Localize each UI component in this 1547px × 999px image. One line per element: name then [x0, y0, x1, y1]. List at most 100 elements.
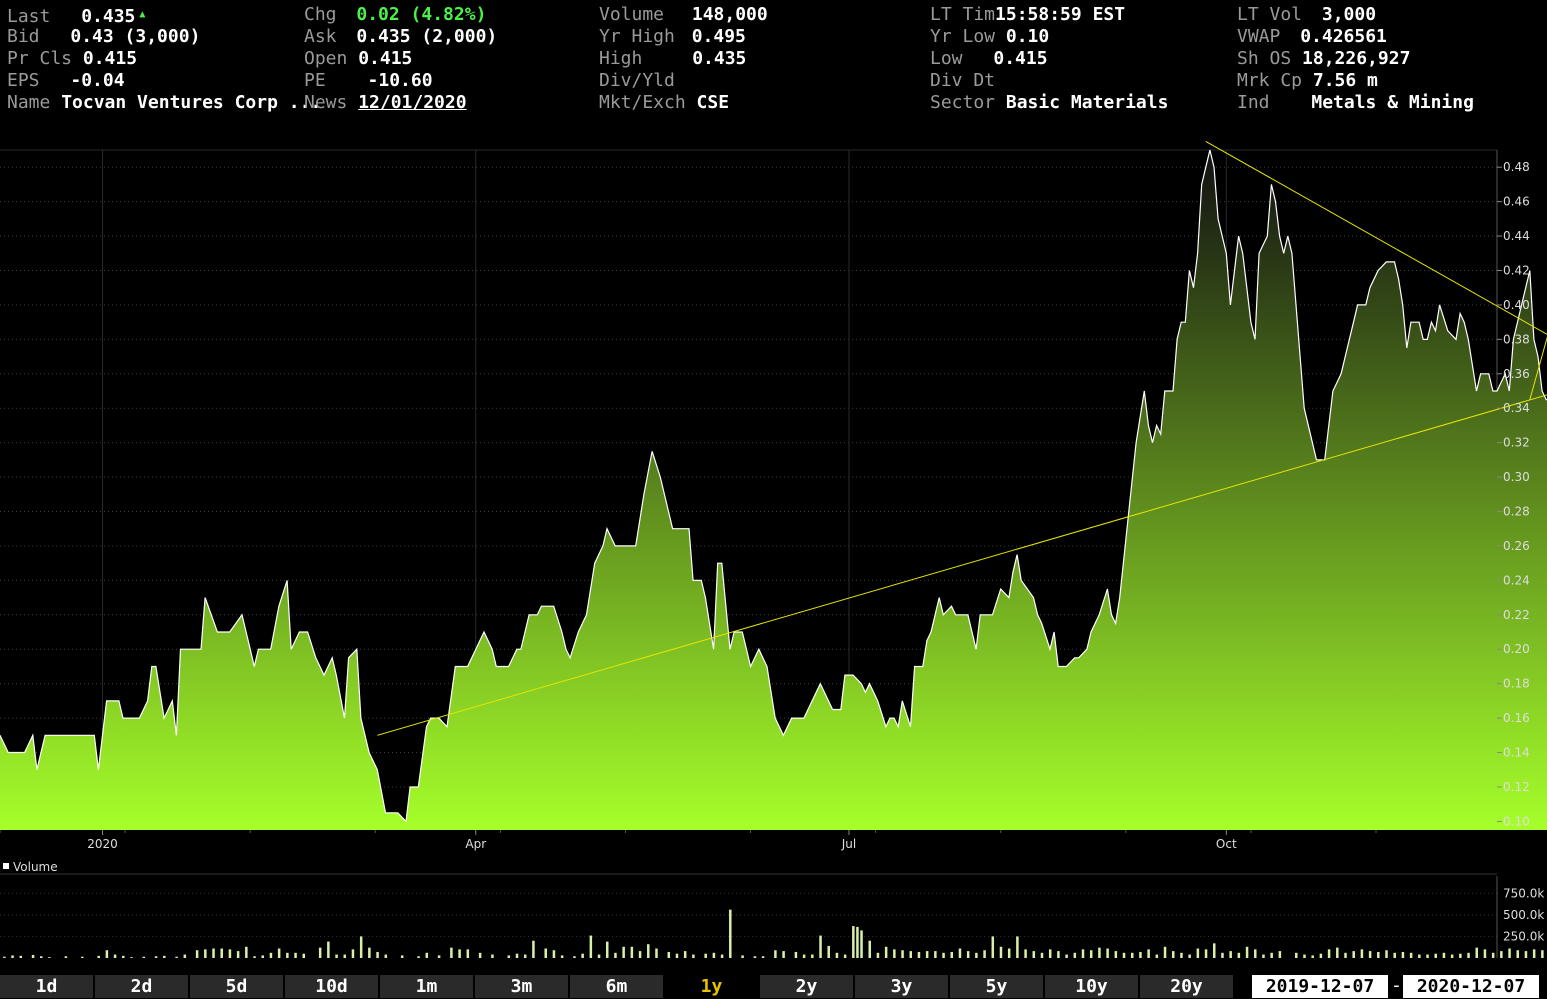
volume-field: Volume 148,000 [599, 4, 768, 26]
volume-bar [581, 953, 584, 958]
range-button-3m[interactable]: 3m [475, 975, 568, 998]
range-button-1y[interactable]: 1y [665, 975, 758, 998]
volume-bar [884, 946, 888, 958]
volume-bar [782, 951, 785, 958]
volume-bar [3, 956, 6, 958]
range-button-5d[interactable]: 5d [190, 975, 283, 998]
volume-bar [400, 955, 404, 958]
volume-bar [942, 952, 945, 958]
volume-bar [893, 949, 896, 958]
high-value: 0.435 [692, 48, 747, 69]
volume-bar [154, 956, 158, 958]
volume-bar [1106, 948, 1109, 958]
range-button-2d[interactable]: 2d [95, 975, 188, 998]
volume-bar [1336, 947, 1339, 958]
volume-bar [335, 954, 338, 958]
pe-value: -10.60 [367, 70, 433, 91]
open-value: 0.415 [358, 48, 413, 69]
ask-label: Ask [304, 26, 337, 47]
volume-bar [1524, 951, 1528, 958]
volume-bar [515, 953, 519, 958]
volume-bar [204, 949, 207, 958]
volume-bar [1500, 951, 1503, 958]
eps-label: EPS [7, 70, 40, 91]
div-yld-field: Div/Yld [599, 70, 675, 92]
y-tick-label: 0.36 [1503, 367, 1530, 381]
range-button-2y[interactable]: 2y [760, 975, 853, 998]
volume-bar [614, 952, 617, 958]
volume-bar [277, 948, 281, 958]
volume-bar [122, 955, 125, 958]
volume-bar [683, 951, 687, 958]
volume-bar [1245, 946, 1249, 958]
volume-bar [1196, 948, 1200, 958]
mrk-cp-field: Mrk Cp 7.56 m [1237, 70, 1378, 92]
y-tick-label: 0.12 [1503, 780, 1530, 794]
volume-tick-label: 250.0k [1503, 929, 1544, 943]
sh-os-label: Sh OS [1237, 48, 1292, 69]
range-button-3y[interactable]: 3y [855, 975, 948, 998]
range-button-5y[interactable]: 5y [950, 975, 1043, 998]
volume-bar [1450, 954, 1454, 958]
y-tick-label: 0.20 [1503, 642, 1530, 656]
volume-bar [1089, 950, 1093, 958]
pr-cls-label: Pr Cls [7, 48, 73, 69]
volume-bar [876, 952, 880, 958]
range-button-10d[interactable]: 10d [285, 975, 378, 998]
volume-bar [302, 953, 306, 958]
volume-bar [1188, 954, 1191, 958]
y-tick-label: 0.40 [1503, 298, 1530, 312]
yr-low-field: Yr Low 0.10 [930, 26, 1049, 48]
price-chart[interactable]: 0.48 0.46 0.44 0.42 0.40 0.38 0.36 0.34 0.32 0.30… [0, 0, 1547, 975]
volume-bar [1204, 949, 1208, 958]
y-tick-label: 0.26 [1503, 539, 1530, 553]
last-label: Last [7, 6, 51, 27]
news-label: News [304, 92, 348, 113]
lt-time-label: LT Tim [930, 4, 996, 25]
volume-bar [544, 948, 547, 958]
volume-bar [934, 951, 937, 958]
volume-bar [753, 956, 757, 958]
range-button-1m[interactable]: 1m [380, 975, 473, 998]
volume-bar [704, 953, 707, 958]
volume-bar [1048, 949, 1052, 958]
news-link[interactable]: 12/01/2020 [358, 92, 467, 113]
low-field: Low 0.415 [930, 48, 1048, 70]
mrk-cp-value: 7.56 m [1312, 70, 1378, 91]
trendlines [377, 140, 1547, 736]
volume-bar [1434, 953, 1437, 958]
volume-bar [253, 956, 256, 958]
company-name: Tocvan Ventures Corp ... [61, 92, 322, 113]
pe-field: PE -10.60 [304, 70, 433, 92]
volume-value: 148,000 [691, 4, 768, 25]
range-button-20y[interactable]: 20y [1140, 975, 1233, 998]
yr-high-field: Yr High 0.495 [599, 26, 746, 48]
x-tick-label: Oct [1216, 837, 1237, 851]
date-separator: - [1391, 975, 1402, 996]
volume-bar [638, 951, 642, 958]
volume-bar [142, 956, 146, 958]
range-button-10y[interactable]: 10y [1045, 975, 1138, 998]
y-tick-label: 0.30 [1503, 470, 1530, 484]
volume-bar [1319, 953, 1323, 958]
sector-value: Basic Materials [1005, 92, 1169, 113]
pr-cls-field: Pr Cls 0.415 [7, 48, 137, 70]
volume-bar [1032, 951, 1036, 958]
date-from-field[interactable]: 2019-12-07 [1252, 975, 1388, 998]
volume-bar [523, 954, 527, 958]
ask-value: 0.435 (2,000) [356, 26, 498, 47]
volume-bar [450, 947, 453, 958]
y-tick-label: 0.18 [1503, 677, 1530, 691]
range-button-1d[interactable]: 1d [0, 975, 93, 998]
sector-label: Sector [930, 92, 996, 113]
y-tick-label: 0.46 [1503, 195, 1530, 209]
volume-bar [1130, 952, 1134, 958]
volume-bar [351, 949, 355, 958]
date-to-field[interactable]: 2020-12-07 [1403, 975, 1539, 998]
range-button-6m[interactable]: 6m [570, 975, 663, 998]
volume-bar [909, 951, 913, 958]
volume-bar [958, 948, 962, 958]
chg-value: 0.02 (4.82%) [356, 4, 487, 25]
volume-bar [1303, 954, 1306, 958]
volume-bar [991, 936, 995, 958]
